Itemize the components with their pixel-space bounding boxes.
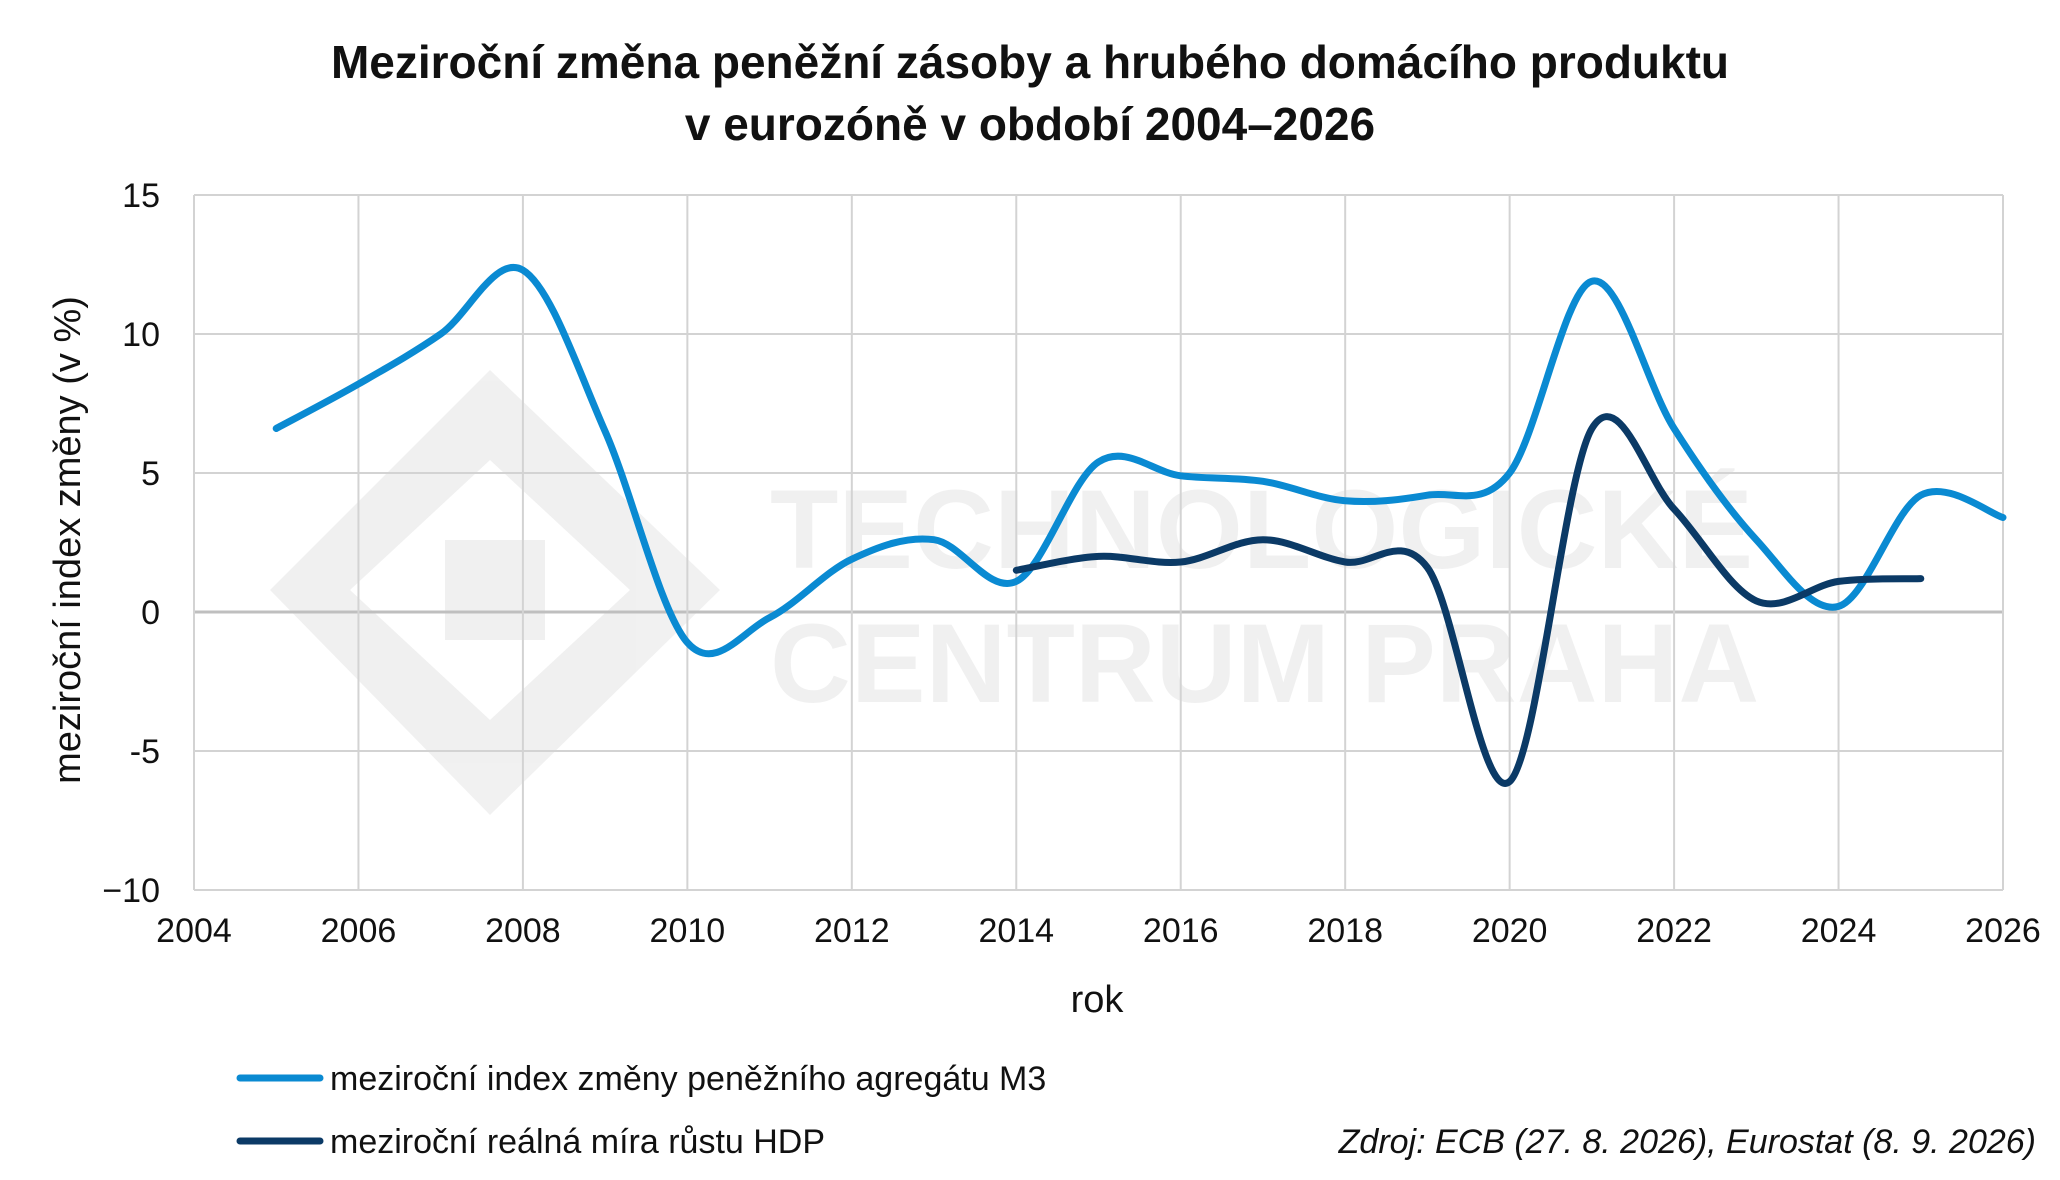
y-tick-label: -5 xyxy=(130,733,160,771)
x-tick-label: 2012 xyxy=(814,912,890,950)
watermark: TECHNOLOGICKÉ CENTRUM PRAHA xyxy=(270,370,1759,815)
y-tick-label: −10 xyxy=(102,872,160,910)
legend: meziroční index změny peněžního agregátu… xyxy=(236,1060,1046,1161)
legend-label-gdp: meziroční reálná míra růstu HDP xyxy=(330,1123,825,1161)
watermark-line-1: TECHNOLOGICKÉ xyxy=(770,467,1753,592)
x-tick-label: 2016 xyxy=(1143,912,1219,950)
y-axis-label: meziroční index změny (v %) xyxy=(47,296,89,784)
y-tick-label: 10 xyxy=(122,316,160,354)
y-tick-label: 5 xyxy=(141,455,160,493)
chart-title-line-2: v eurozóně v období 2004–2026 xyxy=(685,98,1375,150)
y-tick-label: 15 xyxy=(122,177,160,215)
series-gdp-line xyxy=(1012,413,1925,787)
watermark-logo-inner xyxy=(350,460,630,720)
x-tick-label: 2008 xyxy=(485,912,561,950)
y-tick-label: 0 xyxy=(141,594,160,632)
x-tick-label: 2010 xyxy=(650,912,726,950)
series-m3-line xyxy=(272,264,2007,658)
x-tick-label: 2024 xyxy=(1801,912,1877,950)
x-axis-label: rok xyxy=(1071,979,1125,1021)
x-tick-label: 2018 xyxy=(1307,912,1383,950)
x-tick-label: 2006 xyxy=(321,912,397,950)
x-tick-label: 2022 xyxy=(1636,912,1712,950)
source-note: Zdroj: ECB (27. 8. 2026), Eurostat (8. 9… xyxy=(1338,1123,2036,1161)
series-lines xyxy=(272,264,2007,787)
watermark-logo-core xyxy=(445,540,545,640)
x-tick-label: 2014 xyxy=(978,912,1054,950)
chart-title-line-1: Meziroční změna peněžní zásoby a hrubého… xyxy=(331,36,1729,88)
x-tick-label: 2004 xyxy=(156,912,232,950)
watermark-logo-outer xyxy=(270,370,720,815)
legend-label-m3: meziroční index změny peněžního agregátu… xyxy=(330,1060,1046,1098)
x-tick-label: 2020 xyxy=(1472,912,1548,950)
watermark-line-2: CENTRUM PRAHA xyxy=(770,601,1759,726)
x-tick-label: 2026 xyxy=(1965,912,2041,950)
